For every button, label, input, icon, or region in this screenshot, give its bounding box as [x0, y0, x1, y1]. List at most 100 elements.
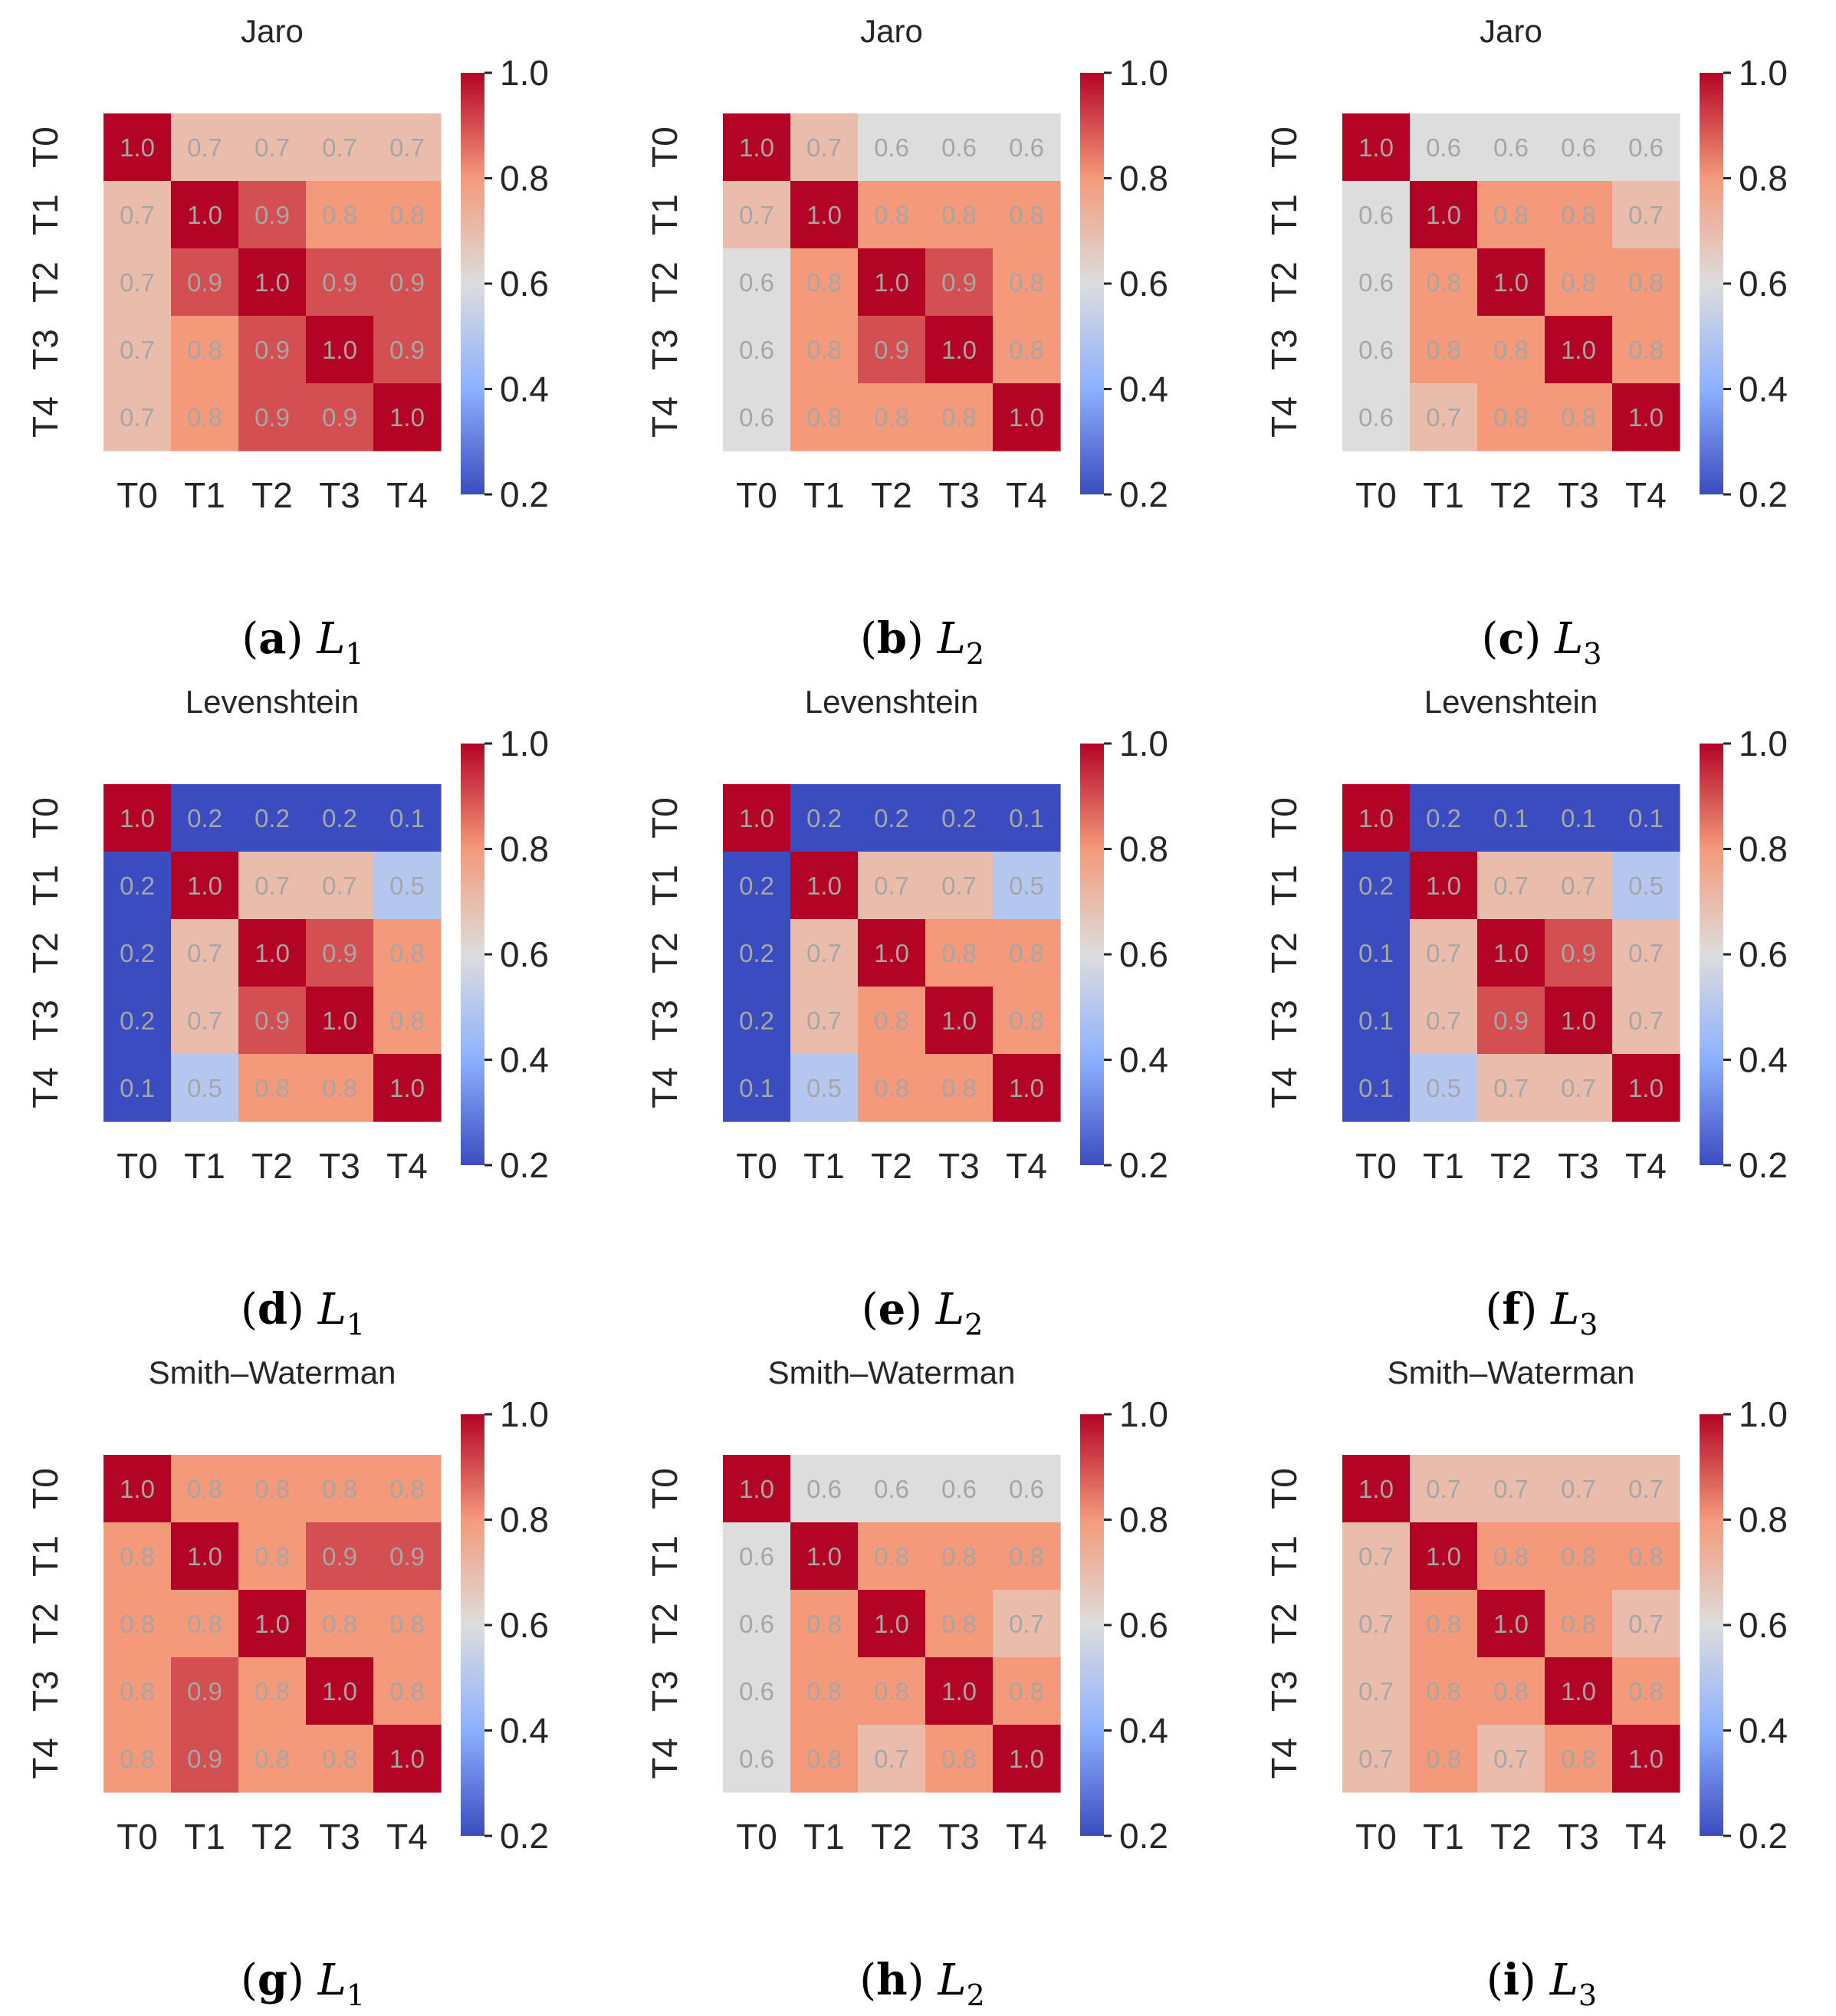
- heatmap-cell: [1342, 181, 1411, 249]
- heatmap-cell: [306, 113, 374, 182]
- heatmap-cell: [925, 383, 994, 451]
- caption-subscript: 1: [345, 637, 363, 671]
- heatmap-panel-i: Smith–Waterman 1.0 0.7 0.7 0.7 0.7 0.7 1.0 0.8 0.…: [1264, 1354, 1788, 2012]
- cell-value-label: 0.8: [322, 1610, 357, 1638]
- cell-value-label: 0.1: [389, 804, 425, 832]
- x-tick-label: T2: [1490, 1817, 1532, 1857]
- caption-paren-open: (: [241, 1955, 258, 2005]
- heatmap-cell: [1477, 248, 1545, 317]
- cell-value-label: 1.0: [187, 872, 222, 900]
- heatmap-cell: [171, 1590, 239, 1658]
- cell-value-label: 0.8: [1561, 1542, 1596, 1571]
- cell-value-label: 1.0: [739, 804, 774, 832]
- cell-value-label: 0.8: [806, 1745, 842, 1773]
- cell-value-label: 0.8: [322, 1074, 357, 1102]
- y-tick-label: T1: [1264, 865, 1304, 906]
- heatmap-cell: [373, 1590, 442, 1658]
- heatmap-cell: [171, 248, 239, 317]
- heatmap-cell: [1612, 987, 1680, 1055]
- cell-value-label: 0.7: [1561, 1475, 1596, 1503]
- panel-title: Levenshtein: [186, 684, 360, 720]
- cell-value-label: 0.6: [739, 336, 774, 364]
- caption-letter: e: [879, 1284, 906, 1335]
- y-tick-label: T1: [645, 1535, 685, 1577]
- heatmap-cell: [925, 1455, 994, 1523]
- caption-subscript: 2: [966, 637, 984, 671]
- heatmap-cell: [1342, 248, 1411, 317]
- panel-caption: (d) L1: [241, 1284, 365, 1341]
- cell-value-label: 1.0: [1628, 1074, 1664, 1102]
- heatmap-cell: [1477, 1455, 1545, 1523]
- caption-paren-close: ): [1519, 1955, 1550, 2005]
- y-tick-label: T3: [1264, 329, 1304, 370]
- cell-value-label: 0.8: [120, 1677, 155, 1706]
- heatmap-panel-e: Levenshtein 1.0 0.2 0.2 0.2 0.1 0.2 1.0 0.7 0.7 0.…: [645, 684, 1168, 1341]
- colorbar-tick-label: 0.8: [500, 1500, 549, 1540]
- heatmap-cell: [171, 383, 239, 451]
- cell-value-label: 0.7: [1358, 1745, 1394, 1773]
- colorbar-tick-label: 0.8: [1119, 1500, 1168, 1540]
- colorbar-tick-label: 0.4: [1739, 1711, 1788, 1751]
- caption-paren-close: ): [907, 614, 938, 664]
- heatmap-cell: [238, 1590, 307, 1658]
- heatmap-cell: [1410, 383, 1478, 451]
- y-tick-label: T4: [25, 396, 65, 438]
- heatmap-cell: [1477, 1657, 1545, 1725]
- heatmap-cell: [1342, 1725, 1411, 1793]
- cell-value-label: 1.0: [941, 1677, 977, 1706]
- cell-value-label: 1.0: [1426, 872, 1461, 900]
- heatmap-cell: [103, 1522, 172, 1591]
- cell-value-label: 0.8: [874, 1074, 909, 1102]
- colorbar-tick-label: 0.4: [1119, 369, 1168, 409]
- cell-value-label: 0.9: [322, 403, 357, 432]
- x-tick-label: T3: [938, 1817, 980, 1857]
- cell-value-label: 0.8: [806, 268, 842, 297]
- heatmap-cell: [238, 987, 307, 1055]
- heatmap-cell: [306, 1455, 374, 1523]
- colorbar-tick-label: 0.2: [1119, 1816, 1168, 1856]
- heatmap-cell: [790, 1590, 859, 1658]
- cell-value-label: 0.8: [1009, 201, 1044, 229]
- heatmap-cell: [1545, 1725, 1613, 1793]
- cell-value-label: 0.9: [1493, 1006, 1529, 1035]
- colorbar-tick-label: 0.4: [500, 1711, 549, 1751]
- heatmap-cell: [993, 1657, 1061, 1725]
- panel-title: Jaro: [1480, 13, 1542, 49]
- heatmap-cell: [1545, 852, 1613, 920]
- heatmap-cell: [238, 113, 307, 182]
- heatmap-cell: [1410, 1725, 1478, 1793]
- cell-value-label: 0.6: [739, 268, 774, 297]
- colorbar: [1080, 744, 1104, 1165]
- heatmap-cell: [103, 316, 172, 384]
- heatmap-cell: [858, 316, 926, 384]
- heatmap-cell: [1477, 181, 1545, 249]
- heatmap-cell: [306, 919, 374, 987]
- cell-value-label: 0.8: [389, 1006, 425, 1035]
- x-tick-label: T2: [251, 1146, 293, 1186]
- caption-paren-open: (: [241, 614, 258, 664]
- colorbar-tick-label: 0.6: [1119, 934, 1168, 974]
- cell-value-label: 0.7: [120, 268, 155, 297]
- cell-value-label: 0.7: [1426, 1475, 1461, 1503]
- heatmap-cell: [1545, 181, 1613, 249]
- cell-value-label: 0.8: [874, 1006, 909, 1035]
- heatmap-cell: [1410, 248, 1478, 317]
- heatmap-cell: [993, 919, 1061, 987]
- cell-value-label: 0.7: [1628, 201, 1664, 229]
- cell-value-label: 0.2: [739, 1006, 774, 1035]
- heatmap-cell: [1612, 248, 1680, 317]
- cell-value-label: 0.2: [322, 804, 357, 832]
- cell-value-label: 0.7: [255, 133, 290, 162]
- y-tick-label: T4: [25, 1067, 65, 1108]
- heatmap-cell: [790, 1522, 859, 1591]
- heatmap-cell: [373, 919, 442, 987]
- heatmap-cell: [373, 181, 442, 249]
- y-tick-label: T0: [25, 1468, 65, 1509]
- cell-value-label: 1.0: [1009, 1074, 1044, 1102]
- colorbar-tick-label: 1.0: [500, 724, 549, 763]
- caption-paren-close: ): [287, 614, 317, 664]
- heatmap-cell: [103, 1657, 172, 1725]
- panel-caption: (c) L3: [1482, 613, 1602, 671]
- colorbar-tick-label: 0.2: [1119, 1145, 1168, 1185]
- y-tick-label: T2: [1264, 932, 1304, 974]
